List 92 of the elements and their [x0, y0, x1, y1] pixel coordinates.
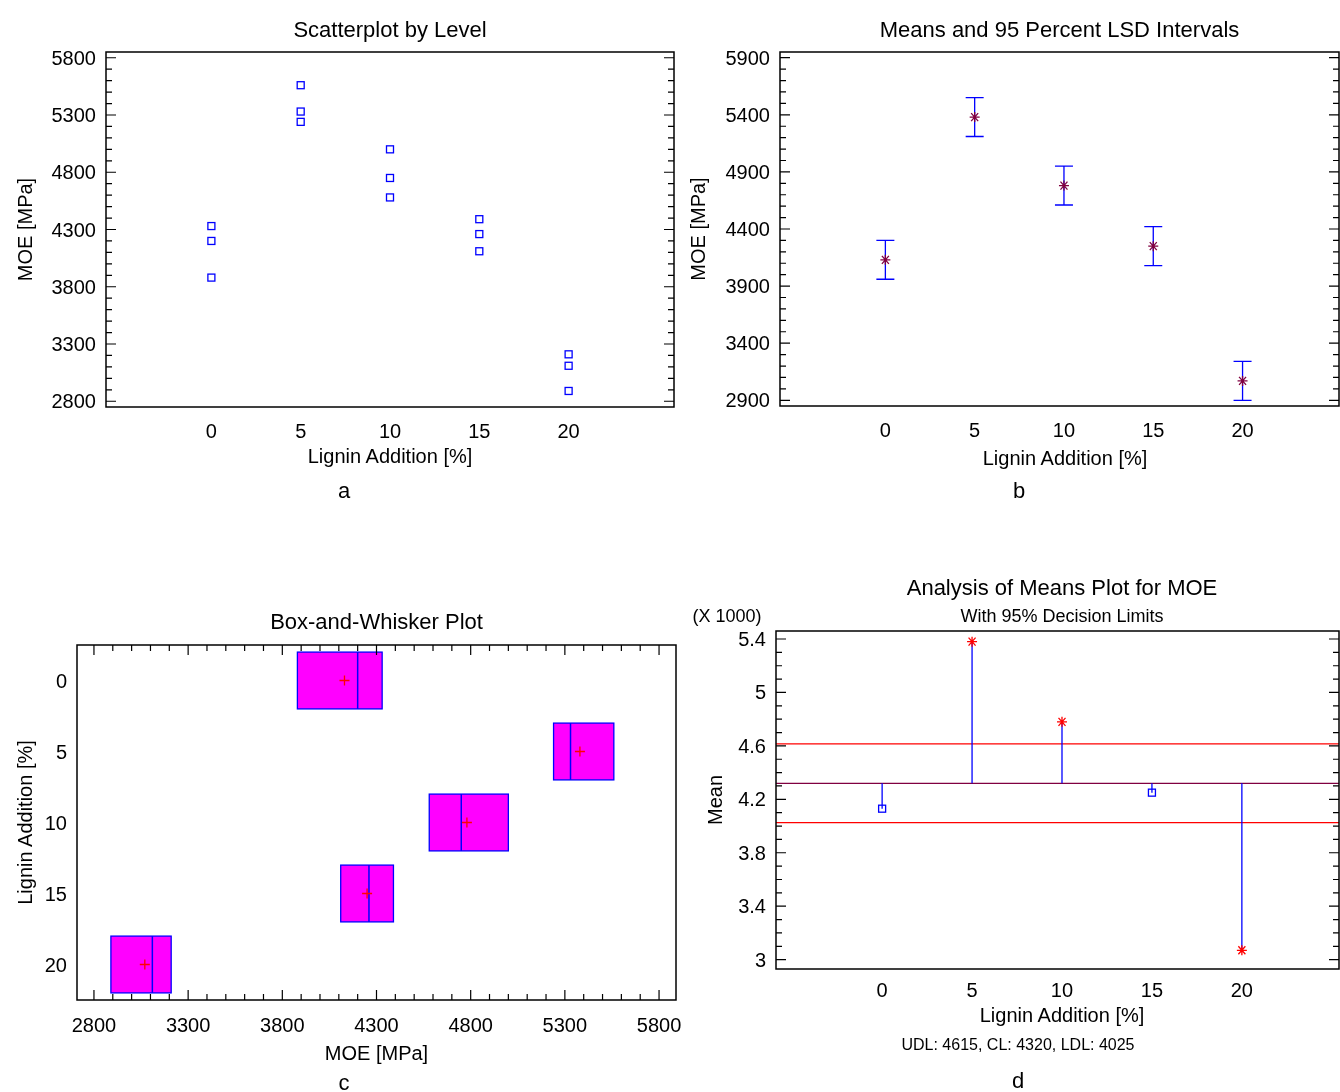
point [1147, 240, 1159, 252]
y-tick-label: 3300 [51, 333, 96, 356]
y-tick-label: 4300 [51, 218, 96, 241]
y-tick-label: 4900 [725, 160, 770, 183]
point [1236, 375, 1249, 387]
x-tick-label: 0 [876, 979, 888, 1001]
point [475, 229, 484, 239]
y-tick-label: 4400 [725, 218, 770, 240]
y-tick-label: 3 [754, 948, 766, 971]
x-axis-title: MOE [MPa] [324, 1042, 429, 1064]
x-tick-label: 20 [557, 420, 580, 442]
x-tick-label: 4800 [448, 1014, 493, 1036]
point [296, 117, 305, 127]
point [877, 804, 887, 813]
text: c [338, 1070, 350, 1092]
y-tick-label: 4.2 [738, 788, 766, 811]
chart-title: Box-and-Whisker Plot [270, 609, 483, 634]
y-axis-title: MOE [MPa] [14, 177, 36, 282]
y-tick-label: 2800 [51, 390, 96, 413]
point [385, 145, 395, 154]
x-tick-label: 5800 [636, 1014, 682, 1036]
point [969, 111, 981, 123]
point [879, 254, 892, 266]
x-tick-label: 20 [1230, 979, 1253, 1001]
text: b [1012, 478, 1026, 503]
text: UDL: 4615, CL: 4320, LDL: 4025 [901, 1036, 1135, 1053]
chart-title: Means and 95 Percent LSD Intervals [879, 17, 1240, 42]
y-axis-title: MOE [MPa] [687, 177, 709, 281]
x-axis-title: Lignin Addition [%] [307, 445, 473, 467]
x-tick-label: 10 [1052, 419, 1076, 441]
point [296, 107, 305, 116]
y-tick-label: 5900 [725, 46, 770, 69]
y-tick-label: 3900 [725, 275, 770, 298]
point [296, 81, 305, 90]
point [564, 350, 573, 359]
point [1058, 179, 1070, 192]
y-tick-label: 3800 [51, 275, 96, 298]
y-tick-label: 20 [44, 953, 67, 976]
x-tick-label: 15 [1140, 979, 1164, 1001]
y-tick-label: 0 [55, 669, 67, 692]
y-axis-title: Mean [704, 774, 726, 826]
point [966, 636, 978, 648]
point [475, 215, 484, 224]
text: a [337, 478, 351, 503]
x-tick-label: 0 [205, 420, 217, 442]
y-tick-label: 2900 [725, 389, 770, 412]
x-tick-label: 3300 [165, 1014, 211, 1036]
x-tick-label: 20 [1231, 419, 1254, 441]
chart-subtitle: With 95% Decision Limits [960, 606, 1164, 626]
x-tick-label: 10 [378, 420, 402, 442]
y-tick-label: 3400 [725, 332, 770, 355]
x-tick-label: 5 [966, 979, 978, 1001]
y-tick-label: 5800 [51, 46, 96, 69]
text: (X 1000) [692, 606, 762, 626]
y-tick-label: 4800 [51, 161, 96, 184]
text: d [1011, 1068, 1025, 1092]
x-tick-label: 5 [295, 420, 307, 442]
point [1236, 944, 1248, 956]
point [564, 386, 573, 396]
y-tick-label: 5 [55, 740, 67, 763]
point [1056, 716, 1068, 728]
point [207, 236, 216, 246]
point [475, 247, 484, 256]
x-tick-label: 0 [879, 419, 891, 441]
y-tick-label: 4.6 [738, 734, 766, 757]
x-tick-label: 2800 [71, 1014, 117, 1036]
chart-title: Analysis of Means Plot for MOE [906, 575, 1218, 600]
y-tick-label: 5400 [725, 103, 770, 126]
point [207, 221, 216, 231]
x-tick-label: 5300 [542, 1014, 588, 1036]
y-tick-label: 15 [44, 882, 67, 905]
point [1147, 788, 1157, 797]
y-tick-label: 5.4 [738, 628, 766, 651]
point [385, 193, 395, 202]
point [385, 173, 395, 183]
y-tick-label: 5300 [51, 103, 96, 126]
x-tick-label: 4300 [354, 1014, 399, 1036]
y-tick-label: 5 [754, 681, 766, 704]
y-tick-label: 10 [44, 811, 67, 834]
y-axis-title: Lignin Addition [%] [14, 740, 36, 905]
x-tick-label: 15 [1142, 419, 1165, 441]
x-tick-label: 15 [468, 420, 491, 442]
chart-title: Scatterplot by Level [293, 17, 487, 42]
y-tick-label: 3.8 [738, 841, 766, 864]
x-tick-label: 10 [1050, 979, 1074, 1001]
x-tick-label: 5 [969, 419, 981, 441]
point [564, 361, 573, 370]
x-axis-title: Lignin Addition [%] [982, 447, 1148, 469]
x-tick-label: 3800 [260, 1014, 305, 1036]
point [207, 273, 216, 282]
x-axis-title: Lignin Addition [%] [979, 1004, 1145, 1026]
y-tick-label: 3.4 [738, 895, 766, 918]
